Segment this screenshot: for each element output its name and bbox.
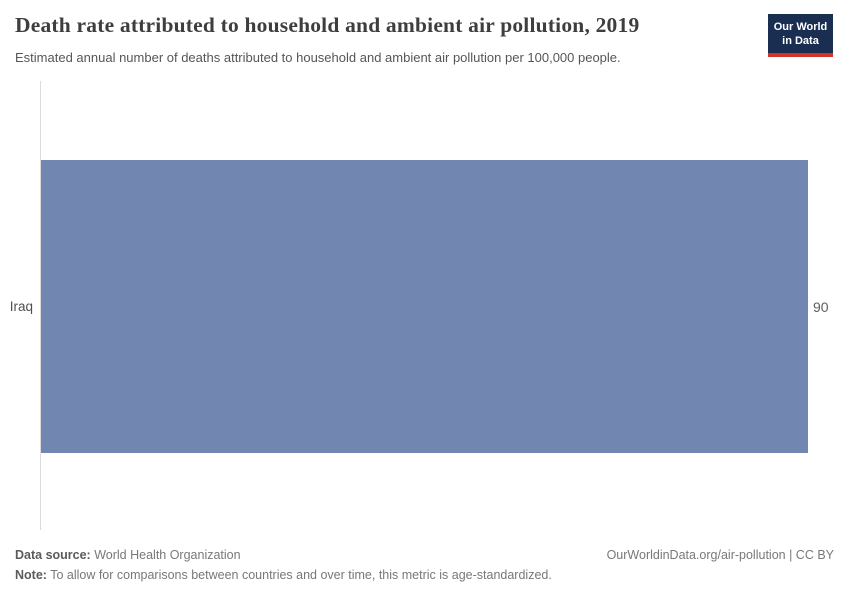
value-label: 90 (813, 299, 829, 315)
owid-logo-line1: Our World (773, 21, 828, 33)
owid-logo-line2: in Data (782, 35, 819, 48)
chart-subtitle: Estimated annual number of deaths attrib… (15, 50, 621, 65)
plot-area (41, 160, 808, 453)
owid-logo[interactable]: Our World in Data (768, 14, 833, 58)
datasource-label: Data source: (15, 548, 91, 562)
page-title: Death rate attributed to household and a… (15, 13, 640, 37)
note-value: To allow for comparisons between countri… (50, 568, 552, 582)
footer-datasource: Data source: World Health Organization (15, 548, 241, 562)
y-axis-line (40, 81, 41, 530)
category-label-iraq: Iraq (9, 299, 33, 314)
footer-license-link[interactable]: OurWorldinData.org/air-pollution | CC BY (606, 548, 834, 562)
note-label: Note: (15, 568, 47, 582)
datasource-value: World Health Organization (94, 548, 241, 562)
bar-iraq[interactable] (41, 160, 808, 453)
footer-note: Note: To allow for comparisons between c… (15, 568, 552, 582)
